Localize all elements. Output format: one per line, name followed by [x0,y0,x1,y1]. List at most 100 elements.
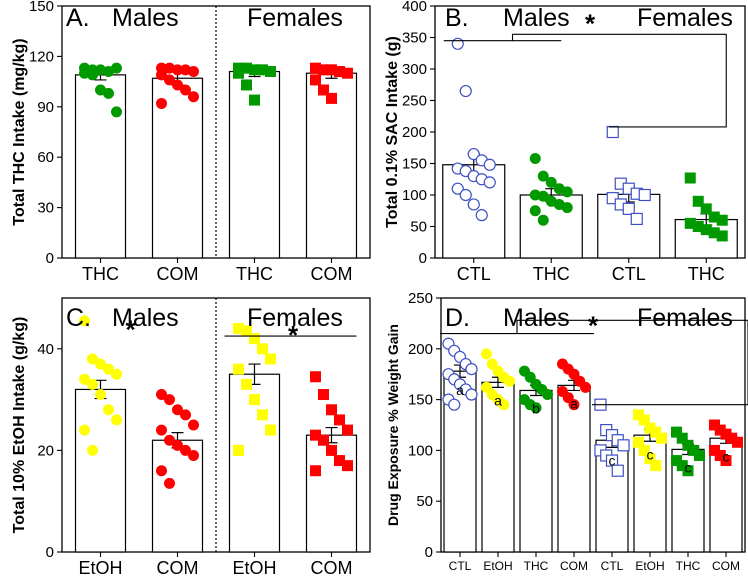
data-point [483,158,496,171]
stat-letter: c [647,446,654,462]
data-point [542,389,554,401]
panel-d: 0 50 100 150 200 250 Drug Exposure % Weight Ga… [385,290,748,573]
y-tick-label: 50 [416,493,433,510]
data-point [638,414,650,426]
y-tick-label: 60 [37,149,54,166]
category-label: EtOH [483,559,512,573]
group-label-males: Males [112,4,179,32]
data-point [537,190,549,202]
y-axis-label: Total 10% EtOH Intake (g/kg) [11,317,28,534]
y-tick-label: 150 [402,156,427,173]
data-point [87,69,98,81]
y-axis-label: Drug Exposure % Weight Gain [385,324,401,526]
group-label-males: Males [503,304,570,332]
group-label-females: Females [247,304,343,332]
data-point [103,87,114,99]
data-point [188,419,199,431]
data-point [156,424,167,436]
y-tick-label: 50 [410,219,427,236]
data-point [656,432,668,444]
stat-letter: a [570,395,578,411]
panel-label: A. [66,4,90,32]
category-label: COM [311,558,353,576]
category-label: COM [712,559,740,573]
data-point [638,188,651,202]
category-label: COM [311,264,353,284]
data-point [606,192,619,205]
y-tick-label: 250 [402,93,427,110]
data-point [611,464,624,477]
data-point [720,455,732,467]
data-point [537,214,549,226]
data-point [95,358,106,370]
y-tick-label: 20 [37,442,54,459]
bar [305,72,358,259]
data-point [257,409,268,421]
data-point [103,404,114,416]
data-point [164,394,175,406]
data-point [310,74,321,86]
significance-bracket [440,319,748,406]
data-point [465,388,478,401]
y-tick-label: 350 [402,30,427,47]
data-point [630,212,643,226]
data-point [233,67,244,79]
data-point [265,424,276,436]
data-point [561,186,573,198]
category-label: EtOH [78,558,122,576]
data-point [180,409,191,421]
data-point [233,444,244,456]
data-point [156,97,167,109]
panel-c: 0 20 40 Total 10% EtOH Intake (g/kg) EtOH COM… [11,297,371,576]
data-point [111,106,122,118]
data-point [79,373,90,385]
data-point [257,343,268,355]
y-tick-label: 200 [402,124,427,141]
data-point [326,64,337,76]
bar [74,388,127,553]
data-point [326,92,337,104]
data-point [111,414,122,426]
y-tick-label: 300 [402,61,427,78]
data-point [467,147,480,161]
data-point [265,353,276,365]
data-point [310,465,321,477]
data-point [249,394,260,406]
panel-label: D. [445,304,470,332]
data-point [334,455,345,467]
data-point [188,66,199,78]
data-point [700,224,712,236]
data-point [617,439,630,452]
data-point [310,371,321,383]
data-point [726,432,738,444]
category-label: THC [524,559,549,573]
data-point [326,404,337,416]
data-point [459,84,472,98]
group-label-females: Females [637,304,733,332]
data-point [164,434,175,446]
category-label: CTL [449,559,472,573]
data-point [342,67,353,79]
y-tick-label: 40 [37,341,54,358]
y-tick-label: 30 [37,200,54,217]
data-point [241,62,252,74]
data-point [180,84,191,96]
data-point [310,429,321,441]
y-tick-label: 100 [402,187,427,204]
group-label-females: Females [247,4,343,32]
y-tick-label: 0 [419,250,427,267]
data-point [692,221,704,232]
data-point [342,424,353,436]
stat-letter: b [532,401,540,417]
y-tick-label: 0 [46,250,54,267]
data-point [188,91,199,103]
stat-letter: c [685,459,692,475]
data-point [448,398,461,411]
data-point [95,389,106,401]
data-point [334,414,345,426]
bar [481,381,515,553]
data-point [342,460,353,472]
data-point [622,202,635,215]
category-label: COM [157,558,199,576]
data-point [172,439,183,451]
